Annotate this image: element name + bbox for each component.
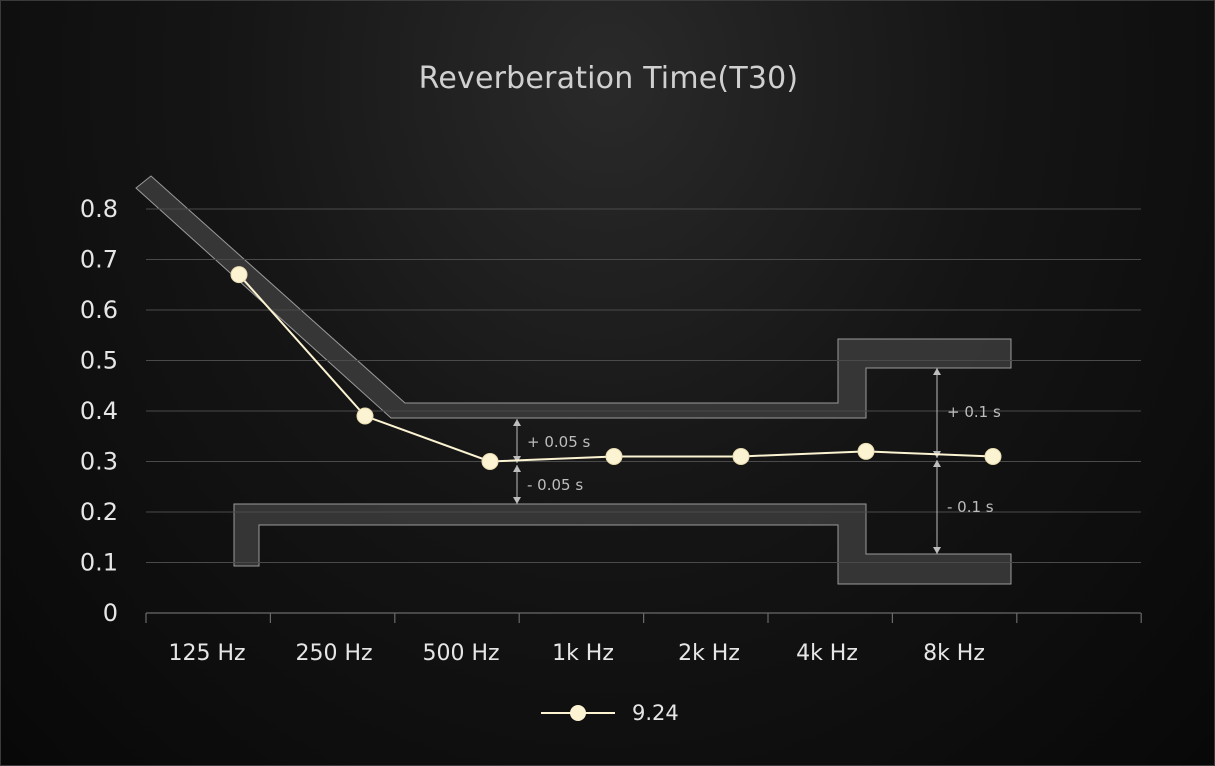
arrow-minus-01-head-top bbox=[933, 460, 941, 467]
y-tick-label: 0.7 bbox=[80, 246, 118, 274]
x-tick-label: 500 Hz bbox=[422, 641, 499, 666]
y-tick-label: 0.5 bbox=[80, 347, 118, 375]
data-point bbox=[984, 447, 1002, 465]
y-tick-label: 0.2 bbox=[80, 498, 118, 526]
upper-tolerance-band bbox=[135, 175, 1012, 419]
data-point bbox=[230, 266, 248, 284]
y-tick-label: 0.4 bbox=[80, 397, 118, 425]
series-9-24 bbox=[230, 266, 1002, 470]
annotation-plus-005: + 0.05 s bbox=[527, 433, 591, 451]
x-tick-label: 1k Hz bbox=[552, 641, 614, 666]
y-tick-label: 0.6 bbox=[80, 296, 118, 324]
arrow-minus-01-head-bottom bbox=[933, 547, 941, 554]
annotation-minus-01: - 0.1 s bbox=[947, 498, 994, 516]
legend-marker bbox=[570, 705, 586, 721]
x-tick-label: 2k Hz bbox=[678, 641, 740, 666]
y-axis-ticks: 0 0.1 0.2 0.3 0.4 0.5 0.6 0.7 0.8 bbox=[80, 195, 118, 627]
data-point bbox=[605, 447, 623, 465]
tolerance-annotations: + 0.05 s - 0.05 s + 0.1 s - 0.1 s bbox=[513, 368, 1001, 554]
arrow-minus-005-head-top bbox=[513, 465, 521, 472]
y-tick-label: 0 bbox=[103, 599, 118, 627]
arrow-minus-005-head-bottom bbox=[513, 497, 521, 504]
tolerance-bands bbox=[135, 175, 1012, 585]
x-tick-label: 8k Hz bbox=[923, 641, 985, 666]
y-tick-label: 0.8 bbox=[80, 195, 118, 223]
chart-title: Reverberation Time(T30) bbox=[418, 61, 799, 96]
x-tick-label: 125 Hz bbox=[168, 641, 245, 666]
x-tick-label: 4k Hz bbox=[796, 641, 858, 666]
lower-tolerance-band bbox=[233, 503, 1012, 585]
legend-label: 9.24 bbox=[632, 701, 679, 725]
y-tick-label: 0.3 bbox=[80, 448, 118, 476]
data-point bbox=[481, 453, 499, 470]
legend[interactable]: 9.24 bbox=[541, 701, 679, 725]
x-axis: 125 Hz 250 Hz 500 Hz 1k Hz 2k Hz 4k Hz 8k Hz bbox=[145, 612, 1142, 666]
annotation-plus-01: + 0.1 s bbox=[947, 403, 1001, 421]
arrow-plus-01-head-top bbox=[933, 368, 941, 375]
grid-lines bbox=[146, 208, 1141, 563]
data-point bbox=[356, 407, 374, 425]
arrow-plus-005-head-top bbox=[513, 419, 521, 426]
annotation-minus-005: - 0.05 s bbox=[527, 476, 583, 494]
y-tick-label: 0.1 bbox=[80, 549, 118, 577]
data-point bbox=[857, 442, 875, 460]
x-tick-label: 250 Hz bbox=[295, 641, 372, 666]
data-point bbox=[732, 447, 750, 465]
